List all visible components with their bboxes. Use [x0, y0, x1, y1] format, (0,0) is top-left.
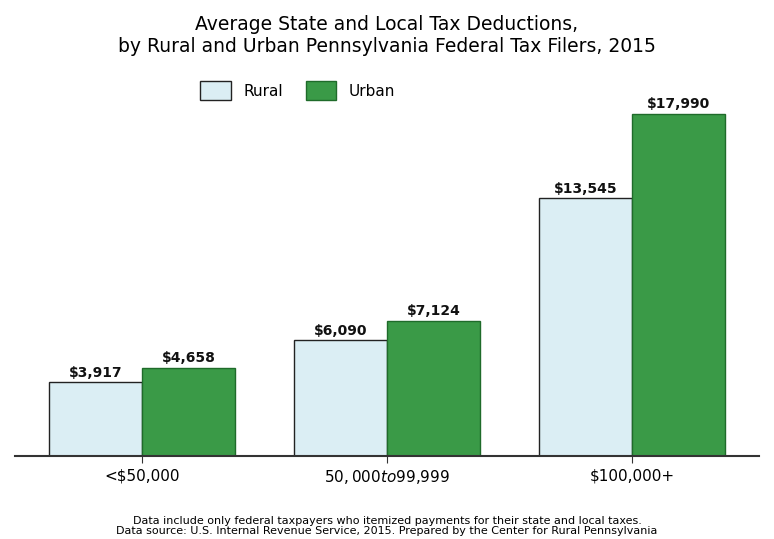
Bar: [142, 368, 235, 457]
Bar: [49, 382, 142, 457]
Text: $7,124: $7,124: [406, 305, 461, 319]
Text: Data include only federal taxpayers who itemized payments for their state and lo: Data include only federal taxpayers who …: [132, 515, 642, 526]
Bar: [294, 341, 387, 457]
Text: $13,545: $13,545: [553, 182, 618, 196]
Text: $6,090: $6,090: [313, 324, 367, 338]
Text: Data source: U.S. Internal Revenue Service, 2015. Prepared by the Center for Rur: Data source: U.S. Internal Revenue Servi…: [116, 526, 658, 536]
Title: Average State and Local Tax Deductions,
by Rural and Urban Pennsylvania Federal : Average State and Local Tax Deductions, …: [118, 15, 656, 56]
Bar: [539, 198, 632, 457]
Bar: [632, 114, 725, 457]
Bar: [387, 321, 480, 457]
Text: $3,917: $3,917: [69, 365, 122, 379]
Legend: Rural, Urban: Rural, Urban: [193, 73, 402, 107]
Text: $17,990: $17,990: [647, 98, 711, 112]
Text: $4,658: $4,658: [162, 351, 215, 365]
